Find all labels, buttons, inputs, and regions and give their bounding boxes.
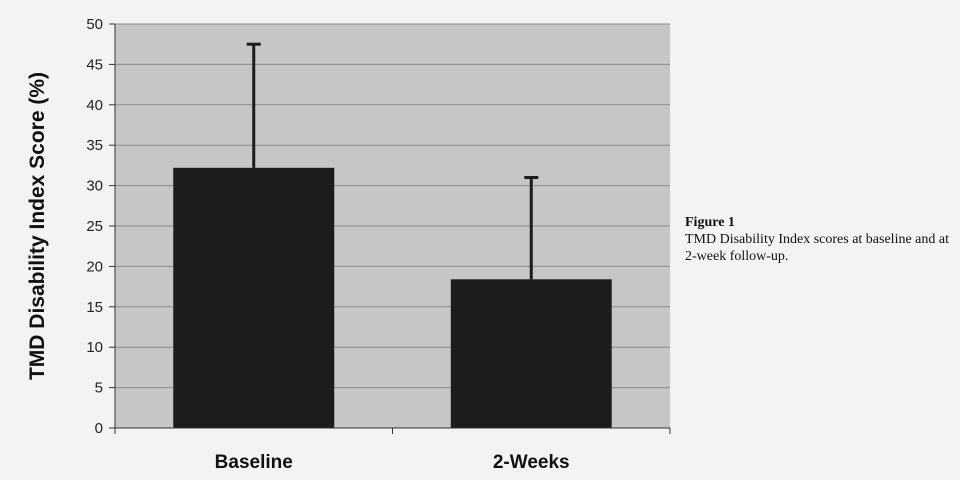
bar-chart: 0 5 10 15 20 25 30 35 40 45 50 Baseline 2-Weeks TMD… bbox=[26, 16, 671, 473]
y-tick-label: 45 bbox=[86, 56, 103, 73]
y-tick-label: 10 bbox=[86, 339, 103, 356]
y-tick-labels: 0 5 10 15 20 25 30 35 40 45 50 bbox=[86, 16, 103, 437]
y-tick-label: 5 bbox=[95, 380, 103, 397]
y-axis-title: TMD Disability Index Score (%) bbox=[26, 72, 49, 380]
y-tick-label: 25 bbox=[86, 218, 103, 235]
figure-caption: Figure 1 TMD Disability Index scores at … bbox=[685, 214, 955, 265]
bars bbox=[173, 167, 612, 428]
x-category-label: Baseline bbox=[215, 452, 293, 473]
figure-caption-text: TMD Disability Index scores at baseline … bbox=[685, 232, 949, 264]
y-tick-label: 50 bbox=[86, 16, 103, 33]
y-tick-label: 15 bbox=[86, 299, 103, 316]
figure-label: Figure 1 bbox=[685, 215, 735, 230]
y-tick-label: 30 bbox=[86, 178, 103, 195]
y-tick-label: 35 bbox=[86, 137, 103, 154]
bar bbox=[450, 279, 612, 428]
x-category-label: 2-Weeks bbox=[493, 452, 570, 473]
bar bbox=[173, 167, 335, 428]
y-tick-label: 20 bbox=[86, 258, 103, 275]
x-category-labels: Baseline 2-Weeks bbox=[215, 452, 570, 473]
error-bars bbox=[246, 42, 539, 280]
y-tick-label: 0 bbox=[95, 420, 103, 437]
axes bbox=[109, 23, 671, 434]
y-tick-label: 40 bbox=[86, 97, 103, 114]
